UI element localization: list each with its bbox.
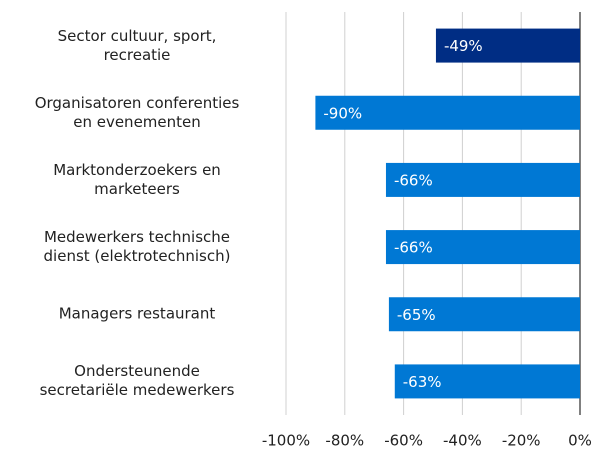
category-label: Marktonderzoekers en marketeers	[53, 160, 221, 198]
x-tick-label: -20%	[502, 432, 541, 450]
x-tick-label: -80%	[325, 432, 364, 450]
category-label: Sector cultuur, sport, recreatie	[57, 26, 217, 64]
x-tick-label: -40%	[443, 432, 482, 450]
category-label: Managers restaurant	[58, 304, 216, 323]
bar	[385, 162, 580, 197]
data-label: -49%	[444, 37, 483, 55]
bar	[388, 297, 580, 332]
x-tick-label: 0%	[568, 432, 592, 450]
bar	[435, 28, 580, 63]
data-label: -90%	[323, 104, 362, 122]
category-label: Ondersteunende secretariële medewerkers	[39, 362, 235, 400]
x-tick-label: -60%	[384, 432, 423, 450]
data-label: -66%	[394, 171, 433, 189]
category-label: Medewerkers technische dienst (elektrote…	[43, 228, 231, 266]
category-label: Organisatoren conferenties en evenemente…	[34, 93, 240, 131]
bar	[394, 364, 580, 399]
data-label: -66%	[394, 239, 433, 257]
bar	[385, 230, 580, 265]
data-label: -63%	[403, 373, 442, 391]
x-tick-label: -100%	[262, 432, 310, 450]
bar	[315, 95, 580, 130]
data-label: -65%	[397, 306, 436, 324]
